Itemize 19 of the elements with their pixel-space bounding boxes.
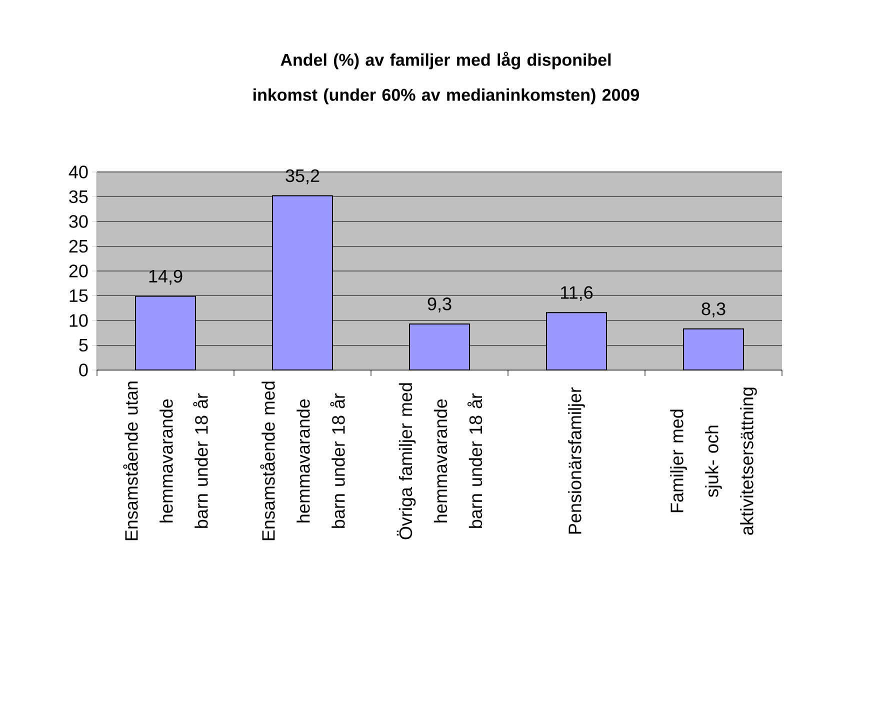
category-label: Ensamstående med hemmavarande barn under 18 år	[260, 382, 345, 540]
y-tick-label: 15	[70, 289, 88, 302]
y-tick-label: 0	[79, 364, 88, 376]
data-label: 9,3	[428, 298, 452, 312]
x-tick-label: Övriga familjer med hemmavarande barn under 18 år	[396, 383, 482, 540]
y-tick-label: 25	[69, 240, 88, 253]
y-tick-label: 20	[69, 264, 88, 278]
y-tick-label: 30	[69, 215, 88, 228]
y-tick-label: 40	[68, 166, 88, 178]
data-label: 14,9	[149, 270, 182, 285]
data-label: 35,2	[286, 169, 320, 184]
chart-title: Andel (%) av familjer med låg disponibel inkomst (under 60% av medianinkomsten) 2009	[254, 52, 640, 104]
category-label: Ensamstående utan hemmavarande barn under 18 år	[123, 382, 208, 540]
y-tick-label: 10	[70, 314, 88, 327]
x-tick-label: Familjer med sjuk- och aktivitetsersättning	[670, 388, 757, 535]
data-label: 8,3	[702, 302, 726, 318]
x-tick-label: Pensionärsfamiljer	[568, 387, 585, 534]
y-tick-label: 5	[79, 338, 88, 352]
y-tick-label: 35	[69, 190, 88, 204]
